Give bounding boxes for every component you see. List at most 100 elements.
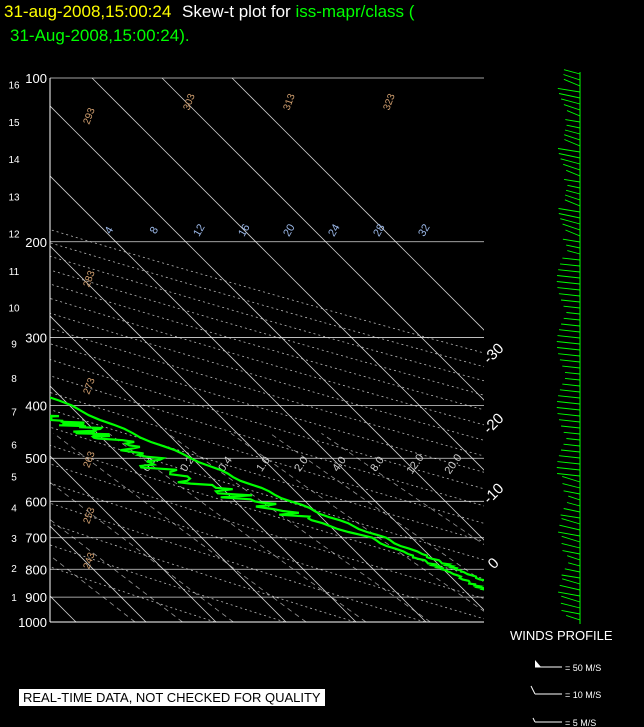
wind-barb — [566, 502, 581, 507]
wind-barb — [563, 431, 581, 435]
wind-barb — [564, 129, 581, 135]
wind-barb — [564, 371, 581, 375]
wind-barb — [557, 473, 581, 477]
wind-barb — [563, 305, 581, 309]
theta-label: 293 — [82, 106, 98, 126]
theta-label: 283 — [82, 269, 98, 289]
height-km-label: 12 — [8, 230, 20, 241]
wind-barb — [559, 263, 581, 267]
wind-barb — [566, 169, 581, 177]
wind-barb — [560, 514, 581, 519]
wind-barb — [561, 595, 581, 603]
mixing-ratio-line — [50, 554, 136, 622]
wind-barb — [563, 317, 581, 321]
temperature-profile-line — [50, 396, 484, 582]
wind-barb — [557, 335, 581, 339]
mixing-ratio-upper-label: 8 — [148, 225, 161, 236]
wind-legend-barb — [530, 685, 536, 695]
wind-barb — [561, 542, 581, 549]
wind-barb — [563, 443, 581, 447]
wind-barb — [560, 218, 581, 225]
wind-barb — [558, 93, 581, 99]
wind-legend-label: = 10 M/S — [565, 690, 601, 700]
height-km-label: 1 — [11, 593, 17, 604]
quality-note: REAL-TIME DATA, NOT CHECKED FOR QUALITY — [19, 689, 325, 706]
height-km-label: 7 — [11, 408, 17, 419]
wind-barb — [561, 574, 581, 579]
mixing-ratio-upper-label: 12 — [191, 222, 208, 239]
wind-barb — [564, 134, 581, 141]
dewpoint-profile-line — [50, 414, 484, 591]
title-line1: 31-aug-2008,15:00:24 Skew-t plot for iss… — [4, 2, 414, 22]
wind-barb — [562, 365, 581, 369]
title-station: iss-mapr/class ( — [295, 2, 415, 21]
wind-barb — [566, 124, 581, 129]
dry-adiabat — [50, 444, 484, 580]
wind-barb — [558, 293, 581, 297]
wind-barb — [562, 475, 581, 483]
wind-barb — [561, 425, 581, 429]
wind-barb — [568, 495, 581, 501]
isotherm-line — [50, 315, 357, 622]
mixing-ratio-label: 2.0 — [292, 455, 311, 474]
height-km-label: 9 — [11, 339, 17, 350]
dry-adiabat — [50, 566, 216, 622]
wind-barb — [561, 609, 581, 615]
pressure-tick-label: 900 — [25, 590, 47, 605]
dry-adiabat — [50, 269, 484, 396]
wind-barb — [564, 568, 581, 573]
mixing-ratio-upper-label: 32 — [416, 222, 433, 239]
mixing-ratio-upper-label: 28 — [371, 222, 388, 239]
wind-legend-pennant — [535, 660, 541, 667]
wind-barb — [568, 562, 581, 567]
wind-barb — [557, 413, 581, 417]
wind-barb — [557, 347, 581, 351]
theta-label: 313 — [282, 92, 298, 112]
isotherm-line — [231, 78, 484, 331]
mixing-ratio-upper-label: 24 — [326, 222, 343, 239]
mixing-ratio-line — [50, 519, 183, 622]
isotherm-right-label: -20 — [480, 410, 507, 437]
wind-barb — [561, 518, 581, 525]
isotherm-right-label: -30 — [480, 340, 507, 367]
wind-legend-item: = 10 M/S — [530, 685, 601, 700]
wind-barb — [563, 69, 581, 75]
height-km-label: 13 — [8, 192, 20, 203]
dry-adiabat — [50, 242, 484, 368]
wind-barb — [566, 438, 581, 441]
wind-barb — [564, 194, 581, 201]
wind-barb — [557, 148, 581, 153]
title-prefix: Skew-t plot for — [182, 2, 291, 21]
wind-barb — [556, 407, 581, 411]
wind-barb — [558, 213, 581, 219]
pressure-tick-label: 500 — [25, 451, 47, 466]
wind-legend-barb — [532, 717, 536, 723]
wind-barb — [564, 178, 581, 183]
dry-adiabat — [50, 502, 426, 622]
wind-barb — [562, 578, 581, 585]
height-km-label: 16 — [8, 81, 20, 92]
wind-barb — [557, 401, 581, 405]
wind-barb — [556, 281, 581, 285]
wind-barb — [565, 119, 581, 123]
wind-barb — [563, 508, 581, 513]
wind-barb — [558, 329, 581, 333]
wind-barb — [567, 250, 581, 255]
title-line2: 31-Aug-2008,15:00:24). — [10, 26, 190, 45]
isotherm-line — [50, 175, 484, 611]
wind-barb — [560, 602, 581, 609]
wind-barb — [563, 74, 581, 81]
wind-barb — [562, 383, 581, 387]
height-km-label: 11 — [9, 267, 20, 278]
wind-barb — [558, 531, 581, 537]
wind-barb — [560, 299, 581, 303]
mixing-ratio-line — [269, 432, 484, 583]
isotherm-line — [91, 78, 484, 471]
wind-barb — [557, 461, 581, 465]
isotherm-line — [50, 525, 147, 622]
wind-barb — [557, 287, 581, 291]
mixing-ratio-line — [108, 432, 367, 622]
wind-barb — [558, 395, 581, 399]
isotherm-line — [50, 385, 287, 622]
